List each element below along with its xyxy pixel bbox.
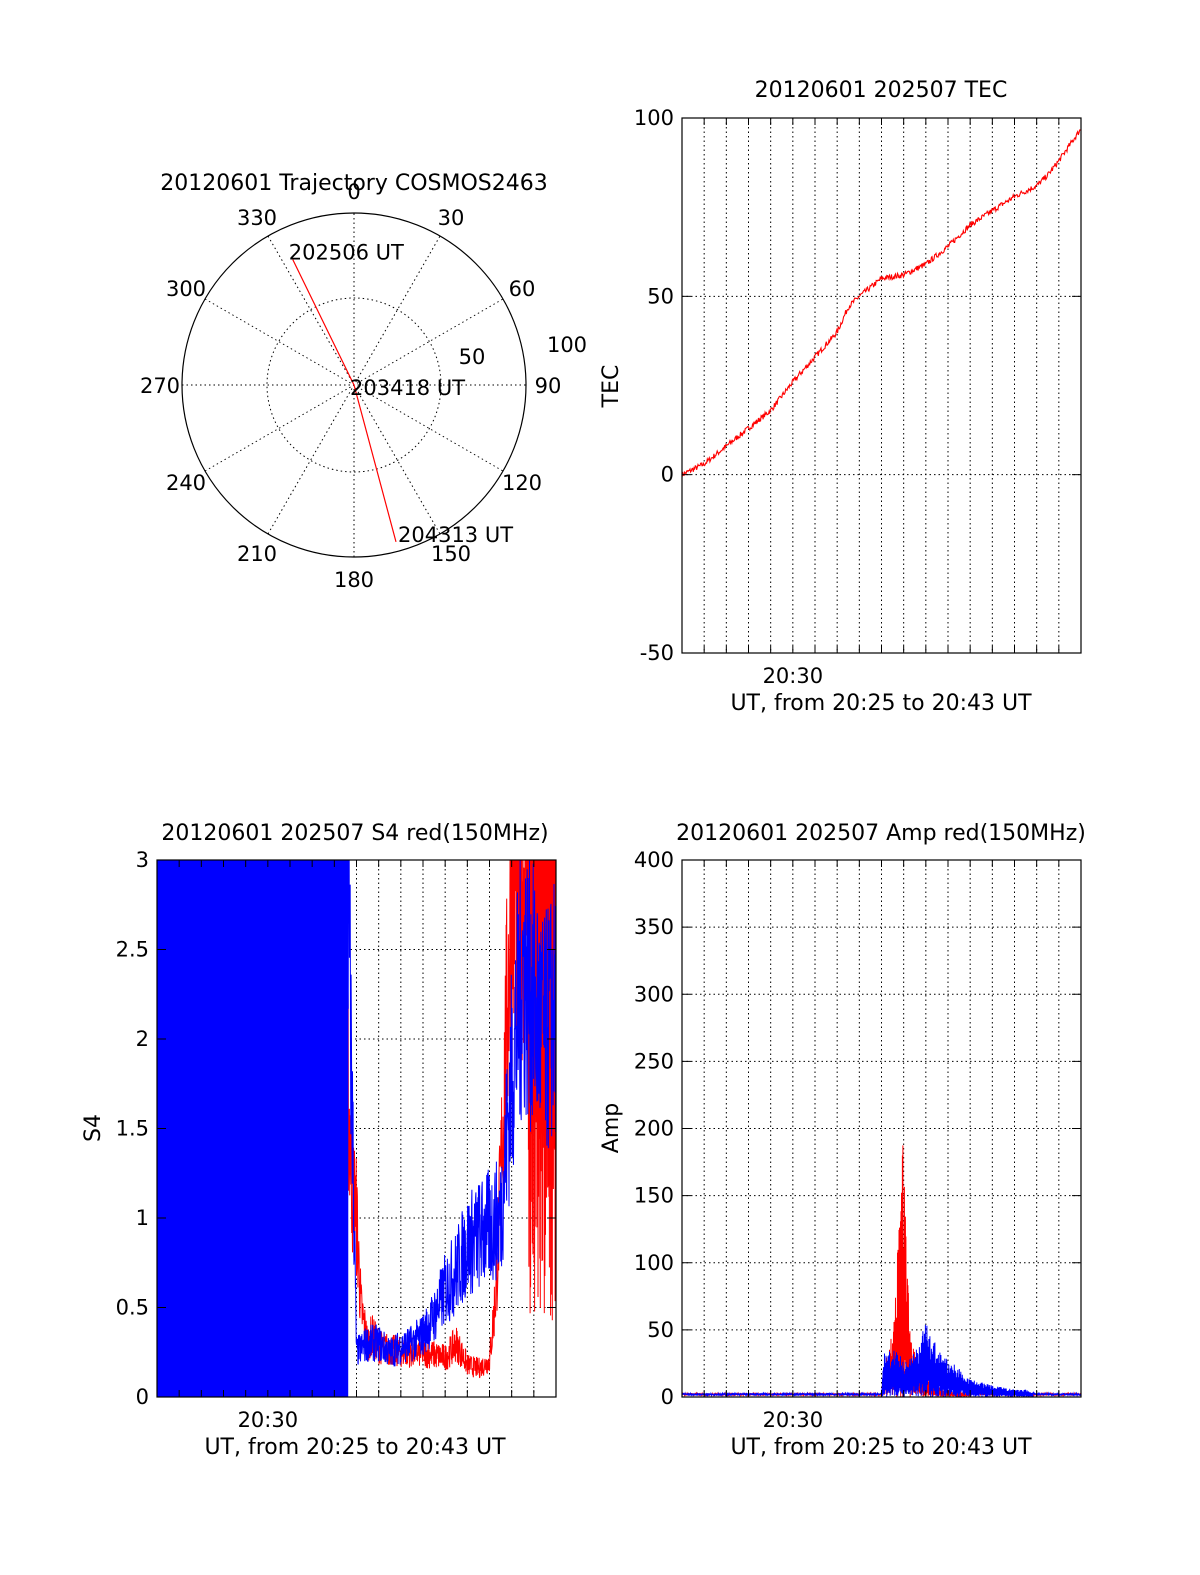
polar-angle-label: 270: [140, 374, 180, 398]
polar-angle-labels: 0 30 60 90 120 150 180 210 240 270 300 330: [140, 180, 561, 592]
amp-y-tick-label: 200: [634, 1117, 674, 1141]
polar-trajectory-series: 202506 UT 203418 UT 204313 UT: [289, 241, 513, 547]
amp-ticks: 0 50 100 150 200 250 300 350 400 20:30: [634, 848, 1081, 1432]
s4-chart-title: 20120601 202507 S4 red(150MHz): [161, 821, 548, 846]
s4-y-tick-label: 2: [136, 1027, 149, 1051]
s4-series: [157, 860, 556, 1397]
polar-radial-label: 100: [547, 333, 587, 357]
tec-chart-title: 20120601 202507 TEC: [755, 78, 1008, 103]
polar-angle-label: 60: [509, 277, 536, 301]
tec-x-tick-label: 20:30: [763, 664, 824, 688]
amp-grid: [682, 860, 1081, 1397]
s4-y-tick-label: 0: [136, 1385, 149, 1409]
polar-radial-labels: 50 100: [459, 333, 587, 369]
amp-y-axis-label: Amp: [599, 1103, 624, 1153]
tec-ticks: -50 0 50 100 20:30: [634, 106, 1081, 688]
polar-chart-title: 20120601 Trajectory COSMOS2463: [160, 171, 547, 196]
polar-angle-label: 210: [237, 542, 277, 566]
amp-y-tick-label: 300: [634, 982, 674, 1006]
s4-x-tick-label: 20:30: [238, 1408, 299, 1432]
tec-chart: 20120601 202507 TEC UT, from 20:25 to 20…: [599, 78, 1082, 716]
s4-y-axis-label: S4: [81, 1114, 106, 1142]
s4-y-tick-label: 1.5: [116, 1117, 149, 1141]
tec-series: [682, 129, 1081, 478]
amp-y-tick-label: 50: [647, 1318, 674, 1342]
tec-y-tick-label: 50: [647, 284, 674, 308]
amp-y-tick-label: 100: [634, 1251, 674, 1275]
tec-grid: [682, 118, 1081, 653]
amp-x-tick-label: 20:30: [763, 1408, 824, 1432]
amp-y-tick-label: 350: [634, 915, 674, 939]
amp-y-tick-label: 150: [634, 1184, 674, 1208]
s4-chart: 20120601 202507 S4 red(150MHz) UT, from …: [81, 821, 557, 1460]
polar-angle-label: 120: [502, 471, 542, 495]
tec-y-tick-label: 0: [661, 463, 674, 487]
trajectory-line: [292, 259, 397, 543]
trajectory-point-label: 204313 UT: [398, 523, 513, 547]
tec-y-axis-label: TEC: [599, 365, 624, 409]
s4-y-tick-label: 2.5: [116, 938, 149, 962]
polar-inner-ring: [266, 297, 442, 473]
polar-angle-label: 240: [166, 471, 206, 495]
s4-ticks: 0 0.5 1 1.5 2 2.5 3 20:30: [116, 848, 556, 1432]
tec-x-axis-label: UT, from 20:25 to 20:43 UT: [730, 691, 1032, 716]
amp-y-tick-label: 400: [634, 848, 674, 872]
polar-trajectory-chart: 20120601 Trajectory COSMOS2463 0 30 60 90 12…: [140, 171, 587, 592]
s4-x-axis-label: UT, from 20:25 to 20:43 UT: [204, 1435, 506, 1460]
trajectory-point-label: 203418 UT: [350, 376, 465, 400]
s4-y-tick-label: 0.5: [116, 1296, 149, 1320]
polar-angle-label: 150: [431, 542, 471, 566]
amp-chart: 20120601 202507 Amp red(150MHz) UT, from…: [599, 821, 1086, 1460]
polar-angle-label: 30: [438, 206, 465, 230]
amp-y-tick-label: 0: [661, 1385, 674, 1409]
tec-y-tick-label: -50: [640, 641, 674, 665]
s4-series-line: [157, 860, 556, 1397]
trajectory-point-label: 202506 UT: [289, 241, 404, 265]
amp-y-tick-label: 250: [634, 1049, 674, 1073]
polar-radial-label: 50: [459, 345, 486, 369]
s4-y-tick-label: 1: [136, 1206, 149, 1230]
amp-x-axis-label: UT, from 20:25 to 20:43 UT: [730, 1435, 1032, 1460]
polar-angle-label: 0: [347, 180, 360, 204]
s4-y-tick-label: 3: [136, 848, 149, 872]
polar-angle-label: 180: [334, 568, 374, 592]
polar-angle-label: 300: [166, 277, 206, 301]
tec-series-line: [682, 129, 1081, 478]
polar-angle-label: 90: [535, 374, 562, 398]
amp-chart-title: 20120601 202507 Amp red(150MHz): [676, 821, 1086, 846]
tec-y-tick-label: 100: [634, 106, 674, 130]
polar-angle-label: 330: [237, 206, 277, 230]
